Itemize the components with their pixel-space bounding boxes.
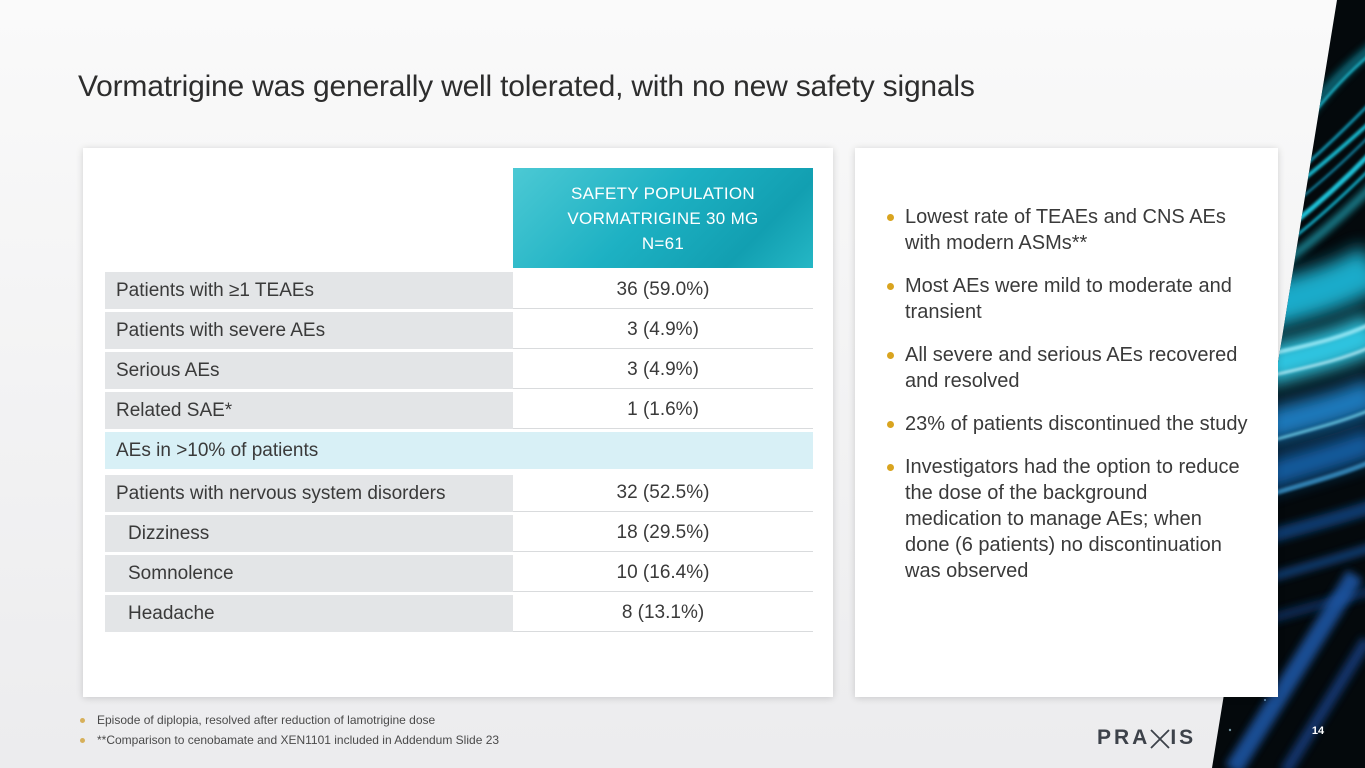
- key-point-item: 23% of patients discontinued the study: [887, 411, 1249, 437]
- bullet-dot-icon: [887, 352, 894, 359]
- row-label: Related SAE*: [105, 392, 513, 429]
- table-row: Serious AEs 3 (4.9%): [105, 352, 813, 389]
- table-row: Patients with ≥1 TEAEs 36 (59.0%): [105, 272, 813, 309]
- bullet-dot-icon: [887, 464, 894, 471]
- row-label: Headache: [105, 595, 513, 632]
- table-header-line-1: SAFETY POPULATION: [571, 183, 755, 203]
- footnote-text: **Comparison to cenobamate and XEN1101 i…: [97, 733, 500, 747]
- key-point-item: Lowest rate of TEAEs and CNS AEs with mo…: [887, 204, 1249, 256]
- row-value: 8 (13.1%): [513, 595, 813, 632]
- page-number: 14: [1311, 725, 1325, 737]
- row-label: Somnolence: [105, 555, 513, 592]
- section-row-label: AEs in >10% of patients: [105, 432, 813, 469]
- table-row: Headache 8 (13.1%): [105, 595, 813, 632]
- key-point-item: Most AEs were mild to moderate and trans…: [887, 273, 1249, 325]
- row-value: 1 (1.6%): [513, 392, 813, 429]
- key-point-text: Investigators had the option to reduce t…: [905, 456, 1240, 582]
- key-points-card: Lowest rate of TEAEs and CNS AEs with mo…: [855, 148, 1278, 697]
- safety-table-card: SAFETY POPULATION VORMATRIGINE 30 MG N=6…: [83, 148, 833, 697]
- footnote-item: **Comparison to cenobamate and XEN1101 i…: [80, 733, 499, 747]
- footnotes: Episode of diplopia, resolved after redu…: [80, 713, 499, 753]
- row-label: Patients with severe AEs: [105, 312, 513, 349]
- key-points-list: Lowest rate of TEAEs and CNS AEs with mo…: [887, 204, 1249, 601]
- key-point-text: Lowest rate of TEAEs and CNS AEs with mo…: [905, 206, 1226, 254]
- row-label: Dizziness: [105, 515, 513, 552]
- praxis-logo: PRA IS: [1097, 726, 1196, 750]
- row-label: Patients with ≥1 TEAEs: [105, 272, 513, 309]
- table-row: Patients with nervous system disorders 32…: [105, 475, 813, 512]
- praxis-logo-text-left: PRA: [1097, 726, 1151, 749]
- table-row: Related SAE* 1 (1.6%): [105, 392, 813, 429]
- praxis-logo-x-icon: [1150, 728, 1170, 749]
- row-label: Serious AEs: [105, 352, 513, 389]
- key-point-text: 23% of patients discontinued the study: [905, 413, 1248, 435]
- footnote-item: Episode of diplopia, resolved after redu…: [80, 713, 499, 727]
- footnote-bullet-icon: [80, 718, 85, 723]
- footnote-text: Episode of diplopia, resolved after redu…: [97, 713, 436, 727]
- row-value: 18 (29.5%): [513, 515, 813, 552]
- key-point-text: Most AEs were mild to moderate and trans…: [905, 275, 1232, 323]
- key-point-item: Investigators had the option to reduce t…: [887, 454, 1249, 584]
- row-value: 10 (16.4%): [513, 555, 813, 592]
- table-section-row: AEs in >10% of patients: [105, 432, 813, 469]
- row-value: 3 (4.9%): [513, 312, 813, 349]
- table-header-line-2: VORMATRIGINE 30 MG: [567, 208, 759, 228]
- row-label: Patients with nervous system disorders: [105, 475, 513, 512]
- key-point-item: All severe and serious AEs recovered and…: [887, 342, 1249, 394]
- row-value: 36 (59.0%): [513, 272, 813, 309]
- bullet-dot-icon: [887, 214, 894, 221]
- footnote-bullet-icon: [80, 738, 85, 743]
- bullet-dot-icon: [887, 421, 894, 428]
- table-row: Dizziness 18 (29.5%): [105, 515, 813, 552]
- praxis-logo-text-right: IS: [1170, 726, 1197, 749]
- key-point-text: All severe and serious AEs recovered and…: [905, 344, 1238, 392]
- table-row: Patients with severe AEs 3 (4.9%): [105, 312, 813, 349]
- row-value: 3 (4.9%): [513, 352, 813, 389]
- table-header-line-3: N=61: [641, 233, 685, 253]
- table-column-header: SAFETY POPULATION VORMATRIGINE 30 MG N=6…: [513, 168, 813, 268]
- row-value: 32 (52.5%): [513, 475, 813, 512]
- bullet-dot-icon: [887, 283, 894, 290]
- table-row: Somnolence 10 (16.4%): [105, 555, 813, 592]
- slide-title: Vormatrigine was generally well tolerate…: [78, 70, 975, 103]
- safety-table-rows: Patients with ≥1 TEAEs 36 (59.0%) Patients…: [105, 272, 813, 635]
